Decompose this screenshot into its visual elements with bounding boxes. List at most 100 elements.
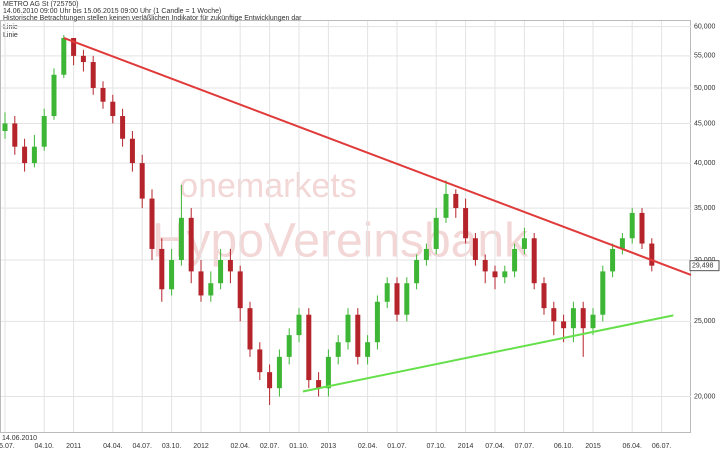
x-tick-label: 07.10.: [426, 443, 446, 450]
x-tick-label: 07.04.: [485, 443, 505, 450]
x-tick-label: 06.04.: [622, 443, 642, 450]
candle-body: [237, 271, 243, 309]
candle-body: [286, 335, 292, 357]
legend-entry: Linie: [3, 32, 18, 39]
candle-body: [463, 208, 469, 239]
x-tick-label: 2011: [66, 443, 81, 450]
x-tick-label: 02.07.: [260, 443, 280, 450]
candle-body: [178, 217, 184, 260]
candle-body: [100, 87, 106, 102]
x-tick-label: 06.10.: [554, 443, 574, 450]
x-tick-label: 01.10.: [289, 443, 309, 450]
x-tick-label: 2012: [193, 443, 209, 450]
candle-body: [453, 193, 459, 209]
chart-title: METRO AG St (725750): [3, 1, 78, 8]
candle-body: [600, 271, 606, 315]
candle-body: [227, 259, 233, 272]
candle-body: [276, 356, 282, 389]
x-tick-label: 06.07.: [652, 443, 672, 450]
x-tick-label: 2013: [321, 443, 337, 450]
candle-body: [129, 138, 135, 164]
x-tick-label: 04.07.: [132, 443, 152, 450]
candle-body: [139, 163, 145, 199]
candle-body: [502, 271, 508, 278]
trend-line: [302, 314, 674, 393]
legend-entry: Linie: [3, 24, 18, 31]
candle-body: [492, 271, 498, 278]
candle-body: [590, 314, 596, 329]
x-tick-label: 2015: [585, 443, 601, 450]
watermark: onemarkets: [179, 167, 357, 205]
candle-body: [198, 271, 204, 296]
candle-body: [355, 314, 361, 357]
candle-body: [570, 308, 576, 329]
candle-body: [512, 248, 518, 272]
candle-body: [639, 212, 645, 244]
candle-body: [110, 101, 116, 117]
last-price-box: [689, 260, 720, 272]
candle-body: [374, 301, 380, 343]
candle-body: [365, 342, 371, 357]
candle-body: [90, 62, 96, 88]
candle-body: [169, 259, 175, 290]
candle-body: [296, 314, 302, 336]
candle-body: [51, 74, 57, 117]
x-tick-label: 02.04.: [230, 443, 250, 450]
candle-body: [325, 356, 331, 389]
x-tick-label: 02.04.: [358, 443, 378, 450]
y-tick-label: 20,000: [694, 393, 716, 400]
candle-body: [218, 259, 224, 284]
candle-body: [472, 238, 478, 260]
candle-body: [188, 217, 194, 272]
y-tick-label: 60,000: [694, 23, 716, 30]
chart-subtitle: 14.06.2010 09:00 Uhr bis 15.06.2015 09:0…: [3, 8, 221, 15]
x-tick-label: 03.10.: [162, 443, 182, 450]
candle-body: [61, 37, 67, 75]
candle-body: [12, 123, 18, 147]
candle-body: [149, 198, 155, 249]
x-tick-label: 01.07.: [387, 443, 407, 450]
y-tick-label: 50,000: [694, 85, 716, 92]
candle-body: [159, 248, 165, 290]
candle-body: [580, 308, 586, 329]
candle-body: [541, 283, 547, 309]
candle-body: [404, 283, 410, 315]
y-tick-label: 35,000: [694, 205, 716, 212]
candle-body: [345, 314, 351, 343]
y-tick-label: 25,000: [694, 318, 716, 325]
candle-body: [80, 55, 86, 63]
x-tick-label: 04.04.: [103, 443, 123, 450]
candle-body: [120, 116, 126, 139]
candle-body: [306, 314, 312, 381]
y-tick-label: 40,000: [694, 160, 716, 167]
candle-body: [41, 116, 47, 147]
plot-frame: [0, 20, 691, 433]
candle-body: [316, 380, 322, 389]
candle-body: [335, 342, 341, 357]
candle-body: [629, 212, 635, 239]
candle-body: [414, 259, 420, 284]
x-tick-label: 07.07.: [515, 443, 535, 450]
candle-body: [610, 248, 616, 272]
candle-body: [521, 238, 527, 249]
candle-body: [433, 217, 439, 249]
candle-body: [443, 193, 449, 218]
x-tick-label: 2014: [458, 443, 474, 450]
candle-body: [649, 243, 655, 266]
candle-body: [22, 146, 28, 164]
candle-body: [31, 146, 37, 164]
candle-body: [482, 259, 488, 272]
candle-body: [619, 238, 625, 249]
x-tick-label: 05.07.: [0, 443, 15, 450]
start-label: 14.06.2010: [2, 435, 37, 442]
candle-body: [384, 283, 390, 302]
candle-body: [394, 283, 400, 315]
y-tick-label: 45,000: [694, 120, 716, 127]
trend-line: [63, 37, 692, 276]
disclaimer: Historische Betrachtungen stellen keinen…: [3, 15, 302, 22]
candle-body: [423, 248, 429, 260]
y-tick-label: 55,000: [694, 53, 716, 60]
last-price-label: 29,498: [692, 263, 714, 270]
candle-body: [247, 308, 253, 350]
